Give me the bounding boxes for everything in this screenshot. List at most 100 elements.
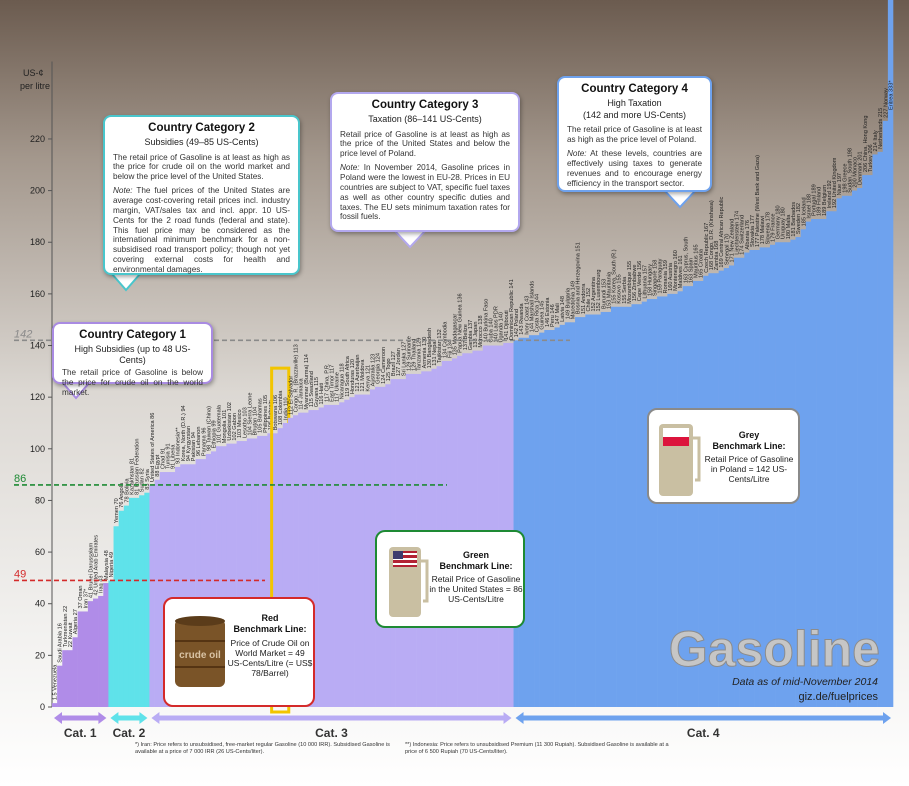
bar — [57, 665, 63, 707]
bar-label: 101 Guatemala — [217, 404, 223, 443]
bar — [318, 407, 325, 707]
benchmark-box-red: crude oil Red Benchmark Line: Price of C… — [163, 597, 315, 707]
bar-label: 1.5 Venezuela — [53, 664, 59, 700]
bar-label: 160 Austria — [668, 262, 674, 291]
bar — [164, 472, 171, 707]
bar-label: Bosnia and Herzegovina 151 — [576, 242, 582, 314]
bar-label: Mauritius 165 — [694, 244, 700, 278]
bar — [544, 330, 550, 707]
bar-label: Niue 197 — [837, 173, 843, 195]
category-arrow-head — [98, 712, 107, 724]
bar-label: Honduras 120 — [350, 359, 356, 394]
bar — [487, 345, 494, 707]
bar — [590, 314, 596, 707]
bar-label: Botswana 106 — [273, 395, 279, 430]
bar — [169, 472, 176, 707]
bar-label: 98 Taiwan (China) — [206, 406, 212, 451]
category-arrow-head — [151, 712, 160, 724]
bar-label: Ivory Coast 143 — [524, 296, 530, 335]
bar — [159, 472, 166, 707]
bar-label: Peru 146 — [550, 304, 556, 327]
bar-label: Nigeria 49 — [109, 552, 115, 578]
bar-label: 138 Japan — [473, 322, 479, 348]
bar — [267, 433, 273, 707]
bar-label: 165 Croatia — [699, 248, 705, 278]
bar — [185, 464, 191, 707]
bar-label: 177 Palestine (West Bank and Gaza) — [755, 155, 761, 247]
benchmark-title: Benchmark Line: — [712, 440, 786, 451]
callout-subtitle: Taxation (86–141 US-Cents) — [368, 113, 482, 124]
bar — [308, 410, 314, 707]
bar-label: Algeria 27 — [73, 609, 79, 634]
bar-label: Yemen 70 — [114, 498, 120, 523]
bar-label: Tanzania 129 — [417, 338, 423, 371]
bar — [226, 443, 232, 707]
bar-label: Lesotho 103 — [242, 407, 248, 438]
bar-label: Portugal 189 — [812, 184, 818, 216]
bar — [77, 611, 84, 707]
callout-note: Note: The fuel prices of the United Stat… — [113, 186, 290, 275]
category-label: Cat. 3 — [315, 726, 348, 740]
benchmark-text: Price of Crude Oil on World Market = 49 … — [227, 637, 313, 679]
bar — [636, 304, 643, 707]
bar-label: 189 Finland — [817, 187, 823, 216]
note-text: At these levels, countries are effective… — [567, 149, 702, 188]
bar — [846, 195, 853, 708]
callout-subtitle: Subsidies (49–85 US-Cents) — [144, 136, 259, 147]
bar — [262, 435, 268, 707]
bar-label: Netherlands 215 — [878, 108, 884, 149]
bar — [369, 389, 376, 707]
bar — [282, 422, 289, 707]
bar-label: Maldives 161 — [678, 255, 684, 288]
bar — [539, 332, 545, 707]
bar — [821, 219, 827, 707]
axis-label: US-¢ — [23, 68, 44, 78]
bar-label: Romania 159 — [663, 260, 669, 293]
callout-text: Retail price of Gasoline is at least as … — [340, 129, 510, 159]
bar-label: Uruguay 180 — [781, 207, 787, 239]
bar-label: Slovenia 178 — [765, 212, 771, 244]
bar-label: 143 Rwanda — [519, 302, 525, 334]
bar — [52, 703, 58, 707]
callout-cat4: Country Category 4 High Taxation (142 an… — [557, 76, 712, 192]
bar — [303, 412, 309, 707]
bar-label: 83 Syria — [145, 468, 151, 489]
bar — [328, 404, 335, 707]
callout-text: The retail price of Gasoline is at least… — [567, 125, 702, 145]
bar — [190, 464, 196, 707]
bar — [87, 601, 94, 707]
bar — [887, 0, 894, 708]
callout-subtitle: (142 and more US-Cents) — [582, 109, 687, 120]
bar — [616, 306, 622, 707]
bar-label: Dominican Republic 141 — [509, 279, 515, 340]
bar-label: Albania 176 — [745, 220, 751, 250]
bar — [128, 497, 135, 707]
bar-label: Liechtenstein 174 — [735, 211, 741, 255]
bar-label: India 110 — [283, 397, 289, 420]
callout-pointer — [392, 230, 428, 249]
bar — [241, 441, 248, 707]
bar-label: 104 Sierra Leone — [247, 393, 253, 436]
fuel-pump-icon — [389, 547, 429, 617]
callout-pointer — [662, 190, 698, 209]
bar-label: Brazil 127 — [391, 351, 397, 376]
bar — [364, 394, 371, 707]
y-tick-label: 160 — [30, 289, 45, 299]
bar-label: 152 Argentina — [591, 276, 597, 311]
brand-title: Gasoline — [669, 621, 880, 677]
bar-label: Cuba 140 — [488, 318, 494, 342]
bar-label: 93 Indonesia** — [176, 427, 182, 464]
y-tick-label: 180 — [30, 237, 45, 247]
fuel-pump-icon — [659, 424, 701, 496]
category-label: Cat. 4 — [687, 726, 720, 740]
bar-label: Myanmar (Burma) 114 — [304, 354, 310, 410]
bar — [605, 311, 612, 707]
bar-label: Malaysia 48 — [104, 550, 110, 580]
callout-note: Note: In November 2014, Gasoline prices … — [340, 163, 510, 222]
benchmark-title: Green — [462, 550, 489, 560]
bar-label: Sri Lanka 127 — [401, 342, 407, 377]
bar-label: Lithuania 157 — [642, 265, 648, 299]
bar-label: Kosovo 155 — [617, 274, 623, 304]
bar-label: Ireland 192 — [827, 180, 833, 208]
bar-label: Eritrea 333* — [888, 80, 894, 110]
